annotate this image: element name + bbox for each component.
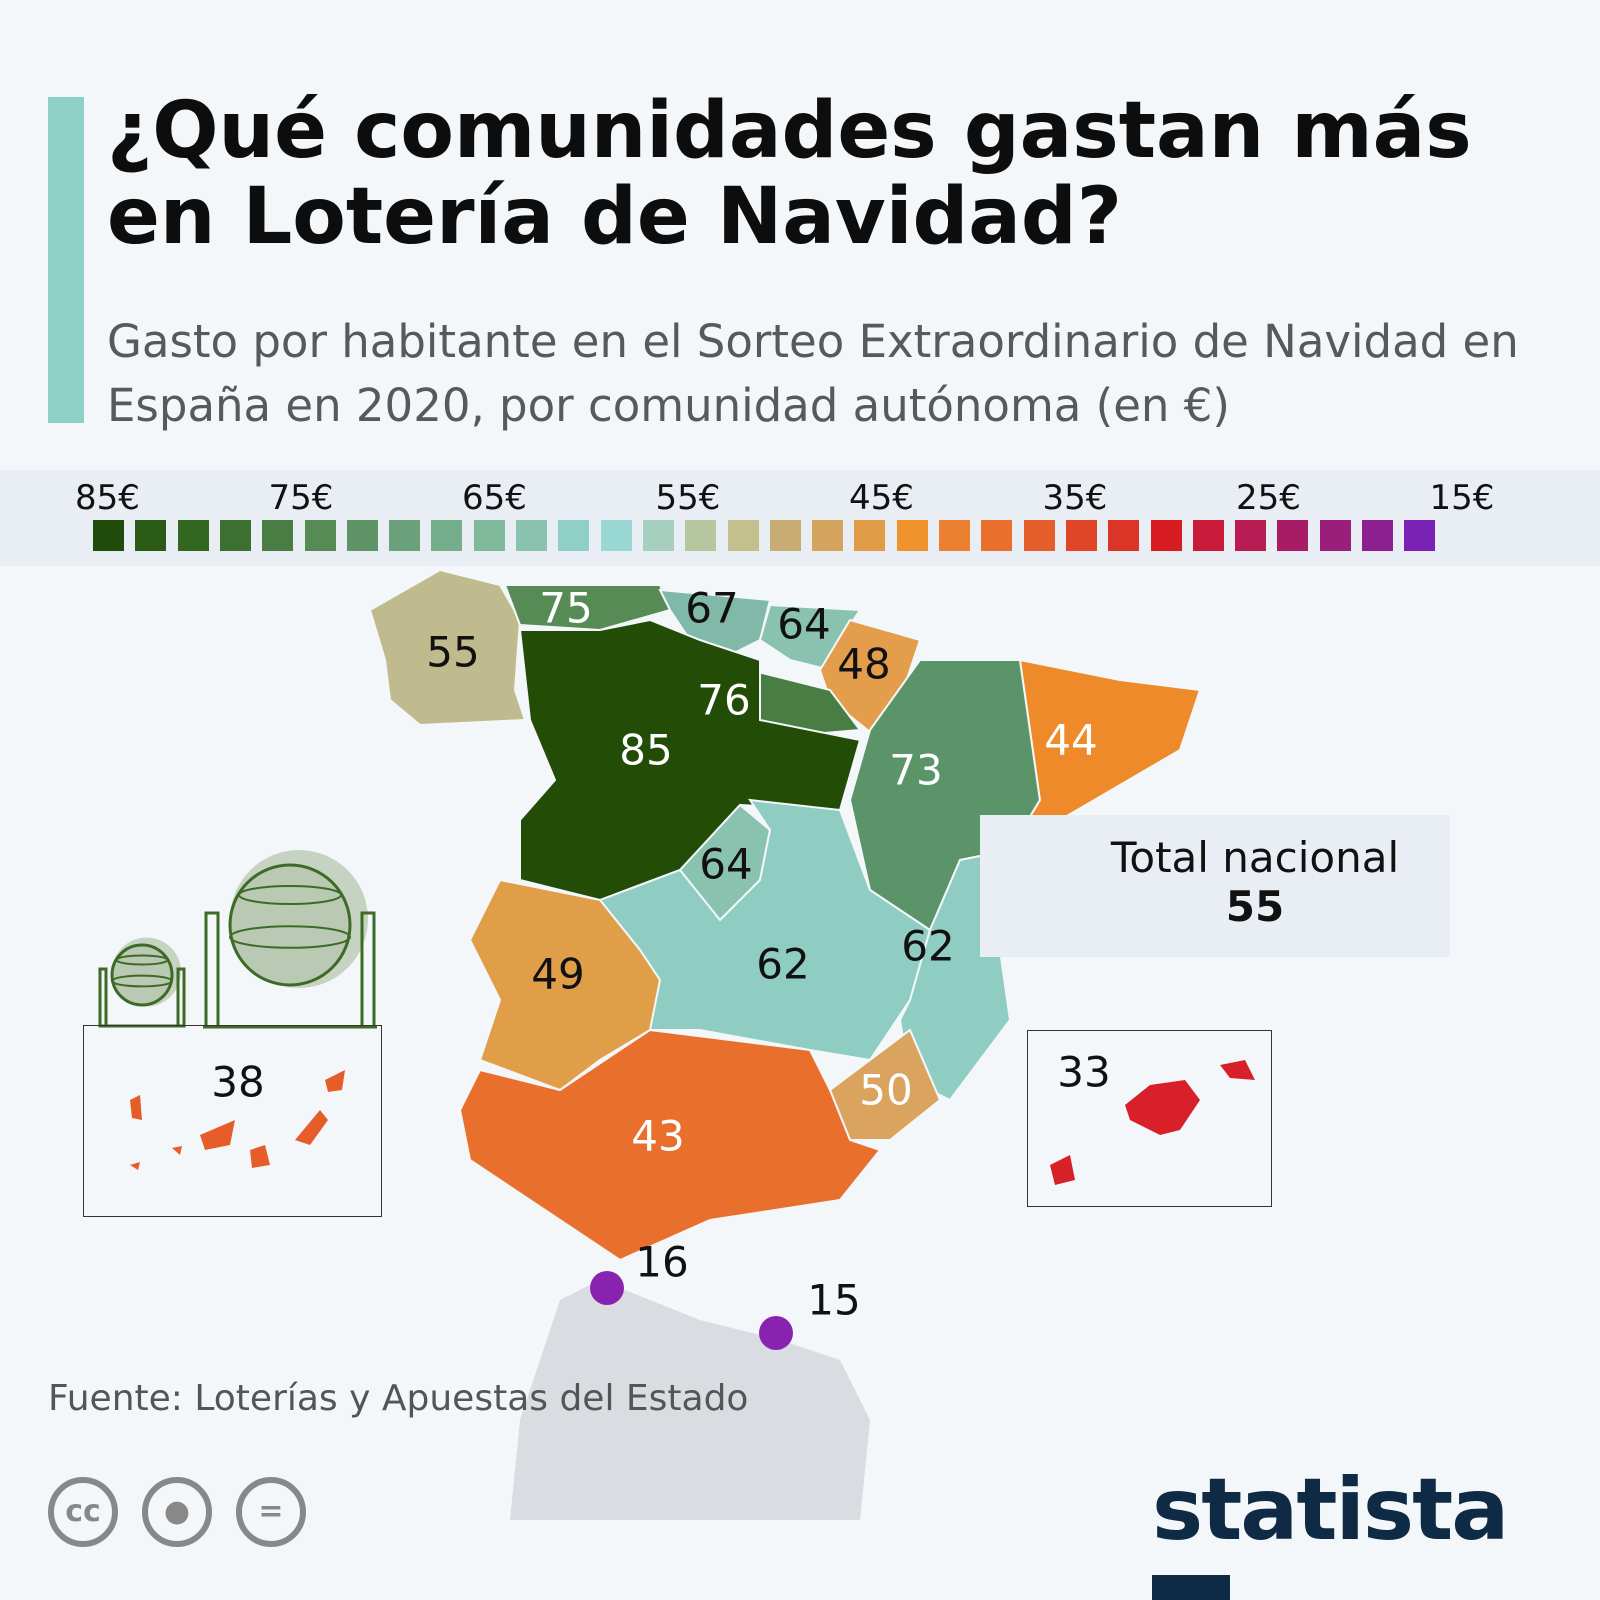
region-value: 49 [531,949,585,999]
page-subtitle: Gasto por habitante en el Sorteo Extraor… [107,315,1519,432]
ceuta-dot [590,1271,624,1305]
region-value: 48 [837,639,891,689]
region-value: 67 [685,583,739,633]
region-shape [468,878,662,1092]
legend-tick: 55€ [655,478,721,518]
canarias-island [172,1146,182,1155]
legend-tick: 35€ [1042,478,1108,518]
lottery-drum-icon [203,850,377,1029]
region-value: 64 [699,839,753,889]
region-value: 85 [619,725,673,775]
lottery-drum-icon [98,937,186,1028]
canarias-island [295,1110,328,1145]
legend-swatch [135,520,167,551]
legend-swatch [1362,520,1393,551]
cc-icon[interactable]: cc [48,1477,118,1547]
legend-swatch [1150,520,1182,551]
legend-swatch [812,520,844,551]
region-value: 73 [889,745,943,795]
legend-swatch [854,520,886,551]
page-title: ¿Qué comunidades gastan más en Lotería d… [107,86,1472,262]
legend-tick: 85€ [75,478,140,518]
legend-swatch [304,520,336,551]
canarias-island [130,1095,142,1120]
baleares-island [1220,1060,1255,1080]
region-shape [368,568,527,727]
melilla-dot [759,1316,793,1350]
region-value: 16 [635,1237,689,1287]
legend-swatch [93,520,124,551]
legend-swatch [1065,520,1097,551]
legend-swatch [1108,520,1140,551]
legend-swatch [346,520,378,551]
legend-swatch [431,520,463,551]
legend-tick: 65€ [462,478,527,518]
baleares-island [1125,1080,1200,1135]
baleares-inset [1027,1030,1272,1207]
legend-swatch [769,520,801,551]
legend-tick: 15€ [1429,478,1495,518]
region-value: 44 [1044,715,1098,765]
region-shape [1009,658,1202,851]
canarias-island [200,1120,235,1150]
total-nacional-box: Total nacional 55 [980,815,1450,957]
legend-swatch [1023,520,1055,551]
canarias-island [250,1145,270,1168]
attribution-icon[interactable]: ● [142,1477,212,1547]
region-value: 38 [211,1057,265,1107]
legend-swatch [473,520,505,551]
legend-tick: 75€ [268,478,334,518]
statista-logo[interactable]: statista [1152,1460,1600,1600]
region-value: 62 [901,921,955,971]
no-derivatives-icon[interactable]: = [236,1477,306,1547]
accent-bar [48,97,84,423]
legend-swatch [1192,520,1224,551]
region-shape [458,1028,882,1262]
legend-swatch [219,520,251,551]
region-value: 62 [756,939,810,989]
source: Fuente: Loterías y Apuestas del Estado [48,1378,749,1419]
region-shape [598,798,932,1062]
legend-swatch [642,520,674,551]
legend-swatch [981,520,1013,551]
region-value: 76 [697,675,751,725]
legend-swatch [389,520,421,551]
legend-tick: 25€ [1236,478,1301,518]
baleares-island [1050,1155,1075,1185]
region-shape [503,584,672,632]
legend-swatch [177,520,209,551]
region-value: 43 [631,1111,685,1161]
region-value: 50 [859,1065,913,1115]
region-value: 55 [426,627,480,677]
region-value: 75 [539,583,593,633]
canarias-inset [83,1025,382,1217]
legend-swatch [685,520,717,551]
legend-tick: 45€ [849,478,914,518]
region-value: 15 [807,1275,861,1325]
region-value: 64 [777,599,831,649]
total-label: Total nacional [1110,833,1400,882]
canarias-island [130,1162,140,1170]
canarias-island [325,1070,345,1092]
legend-swatch [1404,520,1436,551]
legend-swatch [558,520,590,551]
region-value: 33 [1057,1047,1111,1097]
legend-swatch [1277,520,1309,551]
legend-swatch [1319,520,1351,551]
statista-logo-icon [1152,1575,1230,1600]
legend-swatch [1235,520,1267,551]
legend-swatch [896,520,928,551]
legend-swatch [516,520,547,551]
legend-swatch [600,520,632,551]
total-value: 55 [1225,882,1285,931]
legend-swatch [939,520,970,551]
legend-swatch [727,520,759,551]
legend-swatch [262,520,294,551]
